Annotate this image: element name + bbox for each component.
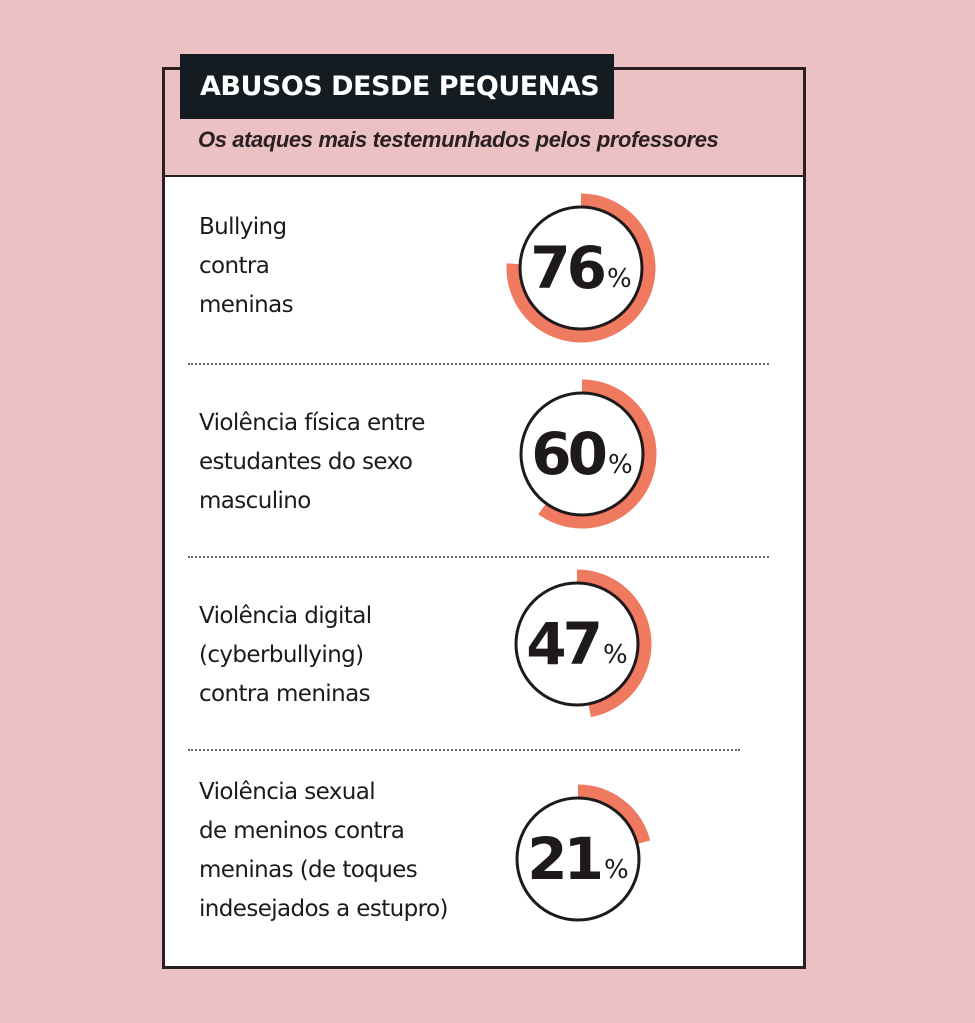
item-label-bullying: Bullying contra meninas — [199, 208, 294, 325]
item-label-violencia-digital: Violência digital (cyberbullying) contra… — [199, 597, 372, 714]
gauge-ring-icon — [515, 784, 651, 922]
label-line: meninas (de toques — [199, 857, 418, 883]
label-line: contra meninas — [199, 681, 371, 707]
label-line: indesejados a estupro) — [199, 896, 448, 922]
value-unit: % — [604, 855, 629, 885]
dotted-separator — [188, 363, 769, 365]
gauge-violencia-fisica: 60% — [502, 374, 662, 534]
gauge-violencia-digital: 47% — [497, 564, 657, 724]
value-unit: % — [607, 264, 632, 294]
label-line: masculino — [199, 488, 311, 514]
gauge-ring-icon — [519, 379, 657, 529]
dotted-separator — [188, 749, 740, 751]
gauge-value: 60% — [502, 374, 662, 534]
item-label-violencia-fisica: Violência física entre estudantes do sex… — [199, 404, 425, 521]
label-line: estudantes do sexo — [199, 449, 413, 475]
gauge-ring-icon — [514, 569, 652, 718]
chart-title: ABUSOS DESDE PEQUENAS — [180, 54, 614, 119]
label-line: meninas — [199, 292, 294, 318]
value-number: 60 — [531, 420, 608, 488]
gauge-ring-icon — [506, 193, 656, 343]
value-number: 76 — [530, 234, 607, 302]
label-line: (cyberbullying) — [199, 642, 364, 668]
dotted-separator — [188, 556, 769, 558]
label-line: Violência sexual — [199, 779, 376, 805]
label-line: Violência digital — [199, 603, 372, 629]
gauge-value: 76% — [501, 188, 661, 348]
label-line: de meninos contra — [199, 818, 405, 844]
chart-subtitle: Os ataques mais testemunhados pelos prof… — [198, 127, 719, 152]
label-line: contra — [199, 253, 270, 279]
value-unit: % — [608, 450, 633, 480]
value-number: 21 — [527, 825, 604, 893]
gauge-value: 21% — [498, 779, 658, 939]
gauge-value: 47% — [497, 564, 657, 724]
label-line: Violência física entre — [199, 410, 425, 436]
label-line: Bullying — [199, 214, 287, 240]
value-number: 47 — [526, 610, 603, 678]
value-unit: % — [603, 640, 628, 670]
item-label-violencia-sexual: Violência sexual de meninos contra menin… — [199, 773, 448, 929]
gauge-violencia-sexual: 21% — [498, 779, 658, 939]
gauge-bullying: 76% — [501, 188, 661, 348]
